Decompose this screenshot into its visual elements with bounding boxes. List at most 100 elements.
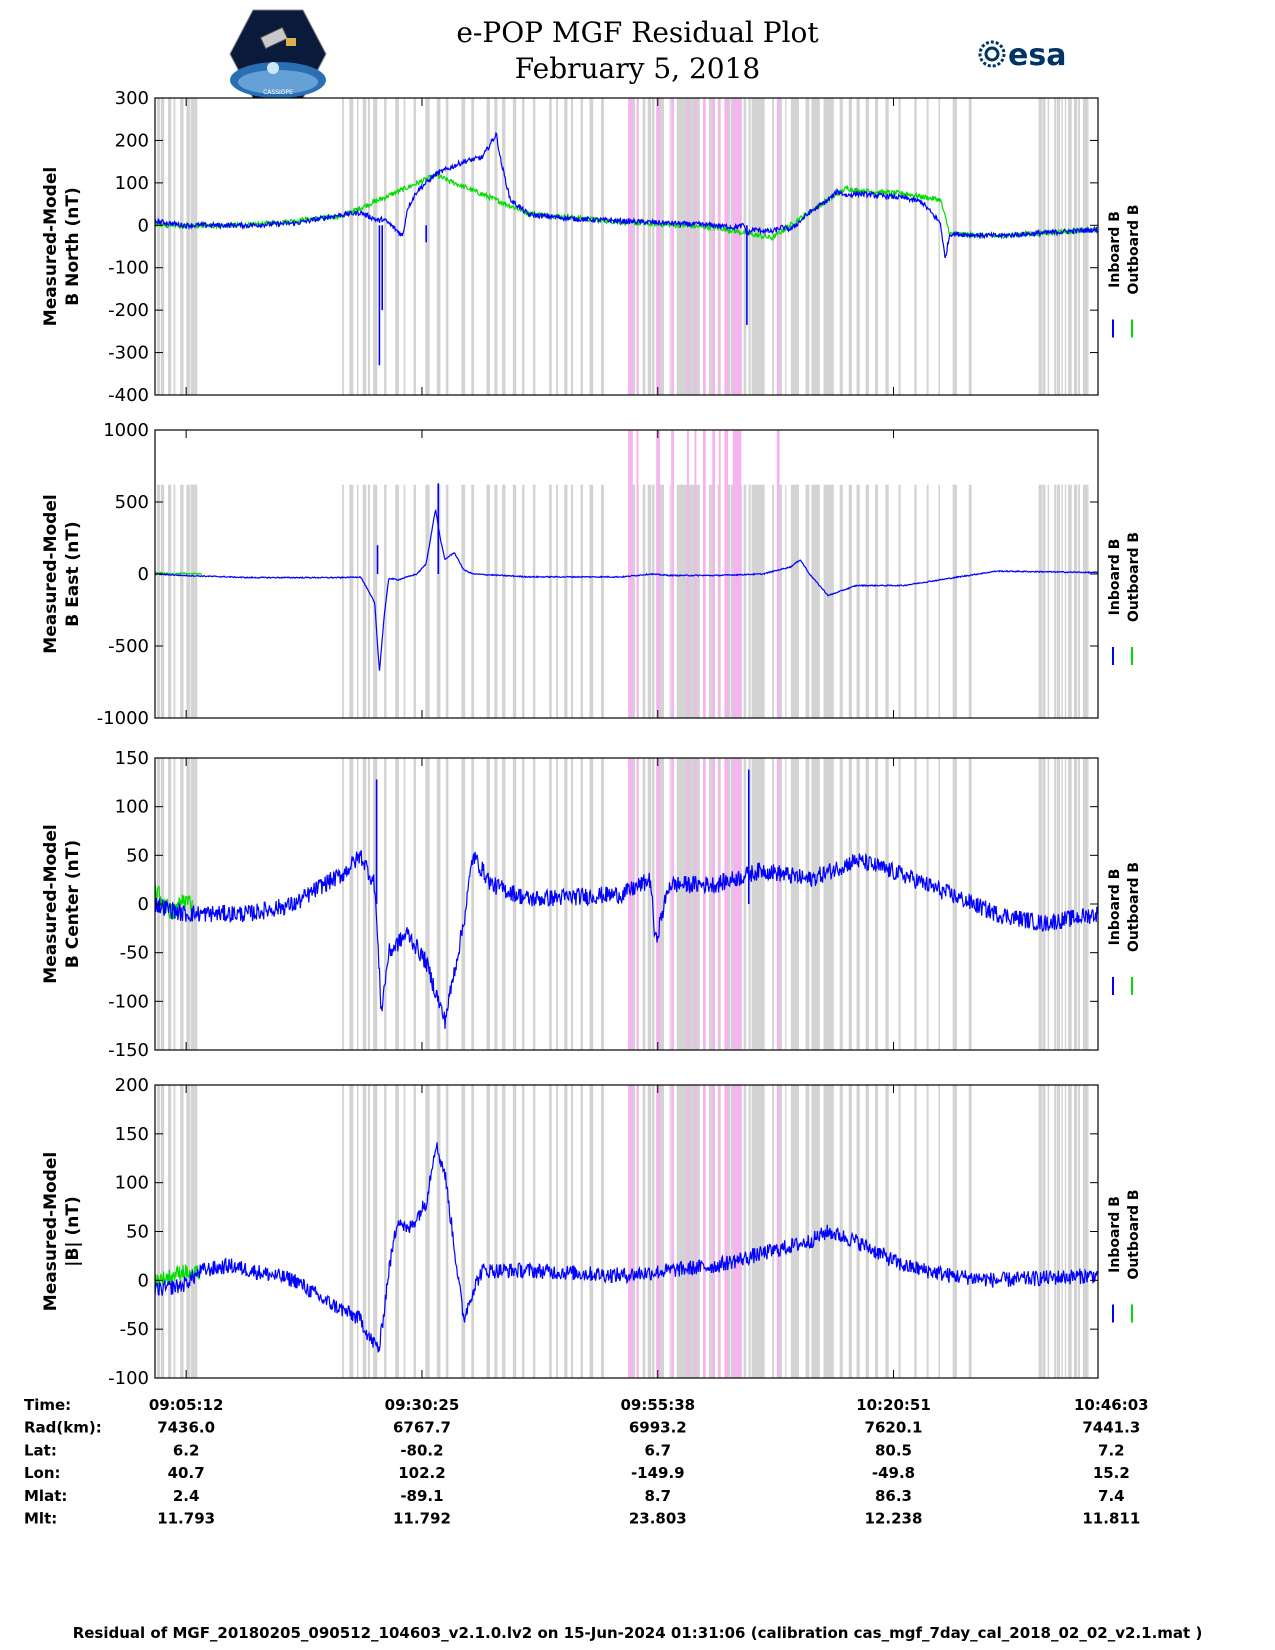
gap-band-gray: [751, 98, 765, 395]
gap-band-gray: [494, 98, 498, 395]
gap-band-pink: [671, 1085, 674, 1378]
gap-band-gray: [502, 758, 506, 1050]
gap-band-gray: [471, 1085, 475, 1378]
gap-band-pink: [776, 1085, 780, 1378]
gap-band-gray: [1047, 758, 1050, 1050]
gap-band-gray: [486, 484, 490, 718]
panel-1: 300 200 100 0 -100 -200 -300 -400 Measured-Model…: [41, 88, 1142, 406]
gap-band-gray: [708, 1085, 714, 1378]
y-tick-label: -150: [108, 1040, 149, 1061]
gap-band-gray: [642, 758, 646, 1050]
gap-band-gray: [1054, 98, 1057, 395]
ephemeris-value: 09:30:25: [385, 1396, 460, 1414]
gap-band-gray: [461, 484, 466, 718]
legend-inboard-label: Inboard B: [1107, 1196, 1123, 1273]
gap-band-pink: [694, 430, 697, 718]
gap-band-pink: [636, 758, 639, 1050]
inboard-series-line: [155, 508, 1098, 671]
gap-band-gray: [564, 758, 568, 1050]
gap-band-gray: [589, 98, 594, 395]
gap-band-gray: [1061, 484, 1063, 718]
gap-band-gray: [659, 758, 665, 1050]
gap-band-gray: [1047, 484, 1050, 718]
gap-band-gray: [395, 98, 399, 395]
gap-band-gray: [362, 758, 367, 1050]
ephemeris-value: 7.4: [1098, 1487, 1125, 1505]
gap-band-gray: [395, 1085, 399, 1378]
gap-band-gray: [403, 1085, 406, 1378]
gap-band-gray: [790, 758, 799, 1050]
gap-band-gray: [1068, 758, 1072, 1050]
y-axis-label: Measured-Model B Center (nT): [41, 824, 83, 983]
gap-band-gray: [413, 758, 416, 1050]
gap-band-pink: [732, 758, 742, 1050]
gap-band-gray: [790, 1085, 799, 1378]
gap-band-gray: [885, 484, 889, 718]
gap-band-gray: [631, 1085, 636, 1378]
gap-band-gray: [1038, 98, 1043, 395]
gap-band-gray: [914, 484, 917, 718]
gap-band-gray: [875, 758, 879, 1050]
gap-band-gray: [669, 758, 671, 1050]
gap-band-gray: [839, 1085, 843, 1378]
gap-band-pink: [724, 98, 729, 395]
chart-date: February 5, 2018: [514, 52, 761, 85]
gap-band-gray: [570, 1085, 574, 1378]
y-tick-label: -200: [108, 300, 149, 321]
gap-band-gray: [875, 98, 879, 395]
gap-band-gray: [647, 98, 652, 395]
gap-band-gray: [349, 98, 354, 395]
gap-band-gray: [589, 758, 594, 1050]
gap-band-pink: [718, 98, 721, 395]
gap-band-gray: [194, 1085, 198, 1378]
gap-band-gray: [186, 1085, 190, 1378]
gap-band-gray: [865, 1085, 869, 1378]
gap-band-gray: [848, 484, 853, 718]
ephemeris-value: 7.2: [1098, 1441, 1125, 1459]
legend: Inboard B Outboard B: [1107, 862, 1142, 995]
gap-band-gray: [461, 98, 466, 395]
ephemeris-value: 86.3: [875, 1487, 912, 1505]
y-tick-label: -50: [120, 943, 149, 964]
gap-band-gray: [1078, 98, 1081, 395]
ephemeris-value: 6767.7: [393, 1419, 451, 1437]
gap-band-gray: [425, 98, 430, 395]
gap-band-gray: [445, 1085, 449, 1378]
ephemeris-value: 11.811: [1082, 1510, 1140, 1528]
gap-band-gray: [1082, 484, 1088, 718]
gap-band-gray: [938, 758, 940, 1050]
gap-band-gray: [669, 98, 671, 395]
gap-band-gray: [564, 98, 568, 395]
gap-band-gray: [785, 1085, 787, 1378]
y-tick-label: 50: [126, 1222, 149, 1243]
gap-band-gray: [512, 484, 517, 718]
y-tick-label: -100: [108, 991, 149, 1012]
gap-band-gray: [173, 484, 176, 718]
y-tick-label: -100: [108, 258, 149, 279]
legend-outboard-label: Outboard B: [1126, 1189, 1142, 1279]
gap-band-pink: [636, 98, 639, 395]
gap-band-gray: [730, 484, 734, 718]
gap-band-gray: [1042, 1085, 1046, 1378]
gap-band-pink: [702, 430, 706, 718]
gap-band-gray: [356, 1085, 359, 1378]
y-tick-label: 0: [138, 215, 149, 236]
y-tick-label: -100: [108, 1368, 149, 1389]
gap-band-gray: [349, 758, 354, 1050]
gap-band-gray: [631, 98, 636, 395]
gap-band-pink: [636, 430, 639, 718]
ephemeris-value: 6993.2: [629, 1419, 687, 1437]
ephemeris-value: 7620.1: [865, 1419, 923, 1437]
gap-band-gray: [865, 98, 869, 395]
gap-band-gray: [848, 98, 853, 395]
inboard-series-line: [155, 131, 1098, 259]
gap-band-gray: [659, 484, 665, 718]
gap-band-pink: [656, 98, 660, 395]
gap-band-gray: [367, 758, 370, 1050]
gap-band-gray: [522, 98, 525, 395]
gap-band-pink: [628, 1085, 633, 1378]
y-tick-label: 100: [115, 173, 149, 194]
gap-band-gray: [362, 1085, 367, 1378]
gap-band-gray: [425, 484, 430, 718]
gap-band-gray: [748, 98, 751, 395]
